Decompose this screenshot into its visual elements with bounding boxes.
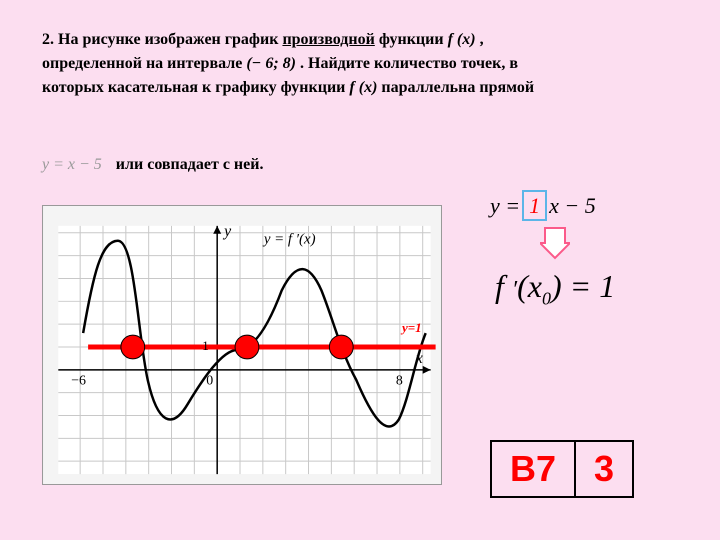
- answer-label: В7: [492, 442, 576, 496]
- line4: y = x − 5 или совпадает с ней.: [42, 156, 263, 174]
- problem-number: 2.: [42, 31, 54, 48]
- label-eight: 8: [396, 374, 403, 389]
- slope-highlight: 1: [522, 190, 547, 221]
- fx-2: f (x): [349, 79, 377, 96]
- label-minus6: −6: [71, 374, 86, 389]
- chart-container: −6 8 0 1 y x y = f ′(x) y=1: [42, 205, 442, 485]
- label-y: y: [222, 223, 232, 240]
- y1-label: y=1: [402, 320, 422, 336]
- label-fprime: y = f ′(x): [262, 232, 316, 248]
- label-zero: 0: [206, 374, 213, 389]
- slope-equation: y =1x − 5: [490, 193, 596, 219]
- answer-box: В7 3: [490, 440, 634, 498]
- answer-value: 3: [576, 442, 632, 496]
- line-eq: y = x − 5: [42, 156, 102, 173]
- label-x: x: [415, 350, 423, 367]
- keyword-derivative: производной: [282, 31, 374, 48]
- derivative-chart: −6 8 0 1 y x y = f ′(x): [42, 205, 442, 485]
- label-one: 1: [202, 339, 208, 353]
- problem-text: 2. На рисунке изображен график производн…: [42, 28, 678, 100]
- arrow-down-icon: [540, 225, 570, 260]
- fx-1: f (x): [448, 31, 476, 48]
- derivative-equation: f ′(x0) = 1: [495, 268, 615, 309]
- interval: (− 6; 8): [246, 55, 296, 72]
